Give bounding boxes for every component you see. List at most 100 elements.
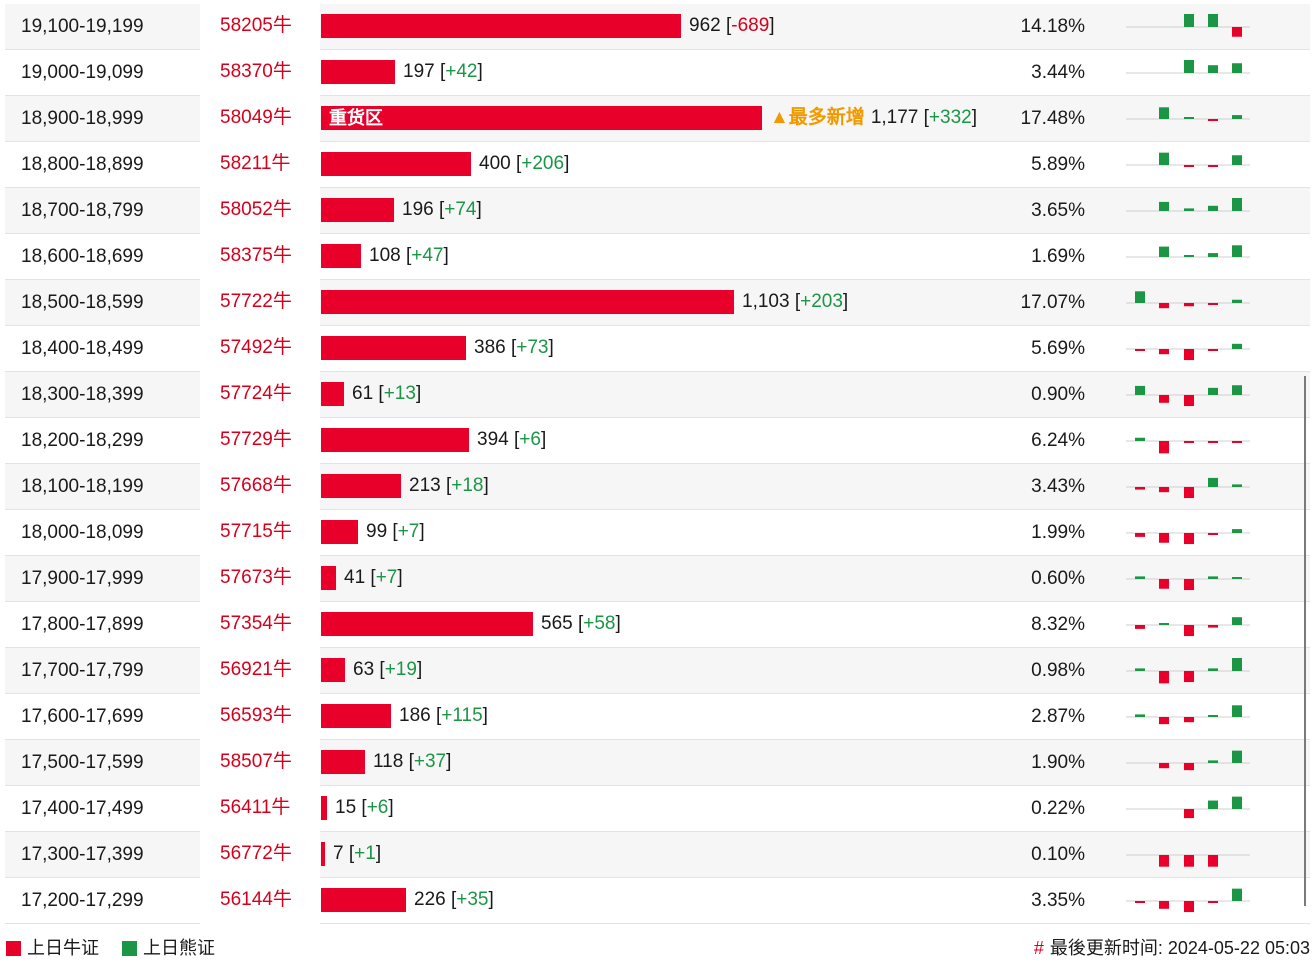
contract-code-link[interactable]: 58205牛 bbox=[220, 15, 292, 36]
count-value: 386 bbox=[474, 337, 506, 358]
contract-code-link[interactable]: 57724牛 bbox=[220, 383, 292, 404]
count-value: 1,103 bbox=[742, 291, 790, 312]
sparkline-bar bbox=[1208, 800, 1218, 809]
contract-code-link[interactable]: 57668牛 bbox=[220, 475, 292, 496]
sparkline-bar bbox=[1232, 577, 1242, 579]
count-value: 7 bbox=[333, 843, 344, 864]
contract-code-link[interactable]: 57729牛 bbox=[220, 429, 292, 450]
sparkline-bar bbox=[1184, 395, 1194, 407]
code-cell: 57354牛 bbox=[200, 602, 320, 648]
count-value: 63 bbox=[353, 659, 375, 680]
count-bar bbox=[321, 152, 471, 176]
scrollbar[interactable] bbox=[1304, 376, 1306, 906]
sparkline-bar bbox=[1232, 299, 1242, 303]
count-value: 118 bbox=[373, 751, 404, 772]
count-value: 197 bbox=[403, 61, 435, 82]
contract-code-link[interactable]: 58052牛 bbox=[220, 199, 292, 220]
code-cell: 56921牛 bbox=[200, 648, 320, 694]
sparkline-bar bbox=[1159, 579, 1169, 589]
contract-code-link[interactable]: 56144牛 bbox=[220, 889, 292, 910]
count-bar bbox=[321, 336, 466, 360]
table-row: 18,700-18,799 58052牛 196 [+74] 3.65% bbox=[5, 188, 1310, 234]
legend-bull-label: 上日牛证 bbox=[27, 938, 99, 958]
code-cell: 57729牛 bbox=[200, 418, 320, 464]
contract-code-link[interactable]: 57673牛 bbox=[220, 567, 292, 588]
code-cell: 56593牛 bbox=[200, 694, 320, 740]
sparkline bbox=[1126, 343, 1250, 361]
contract-code-link[interactable]: 58375牛 bbox=[220, 245, 292, 266]
sparkline-bar bbox=[1208, 14, 1218, 27]
code-cell: 58507牛 bbox=[200, 740, 320, 786]
sparkline-bar bbox=[1135, 901, 1145, 903]
count-bar bbox=[321, 60, 395, 84]
table-row: 18,300-18,399 57724牛 61 [+13] 0.90% bbox=[5, 372, 1310, 418]
sparkline bbox=[1126, 750, 1250, 771]
sparkline-bar bbox=[1208, 165, 1218, 167]
count-bar bbox=[321, 520, 358, 544]
table-row: 18,000-18,099 57715牛 99 [+7] 1.99% bbox=[5, 510, 1310, 556]
sparkline bbox=[1126, 854, 1250, 867]
count-value: 565 bbox=[541, 613, 573, 634]
change-value: +74 bbox=[444, 199, 477, 220]
sparkline bbox=[1126, 245, 1250, 258]
contract-code-link[interactable]: 56411牛 bbox=[220, 797, 291, 818]
count-value: 1,177 bbox=[870, 107, 919, 128]
sparkline-bar bbox=[1184, 533, 1194, 545]
sparkline-bar bbox=[1208, 901, 1218, 903]
contract-code-link[interactable]: 57354牛 bbox=[220, 613, 292, 634]
code-cell: 57722牛 bbox=[200, 280, 320, 326]
sparkline bbox=[1126, 152, 1250, 167]
value-label: 118 [+37] bbox=[373, 751, 452, 772]
hash-icon: # bbox=[1033, 938, 1044, 958]
table-row: 19,000-19,099 58370牛 197 [+42] 3.44% bbox=[5, 50, 1310, 96]
contract-code-link[interactable]: 56593牛 bbox=[220, 705, 292, 726]
range-label: 18,000-18,099 bbox=[21, 522, 144, 543]
count-value: 99 bbox=[366, 521, 388, 542]
code-cell: 58052牛 bbox=[200, 188, 320, 234]
sparkline-bar bbox=[1159, 533, 1169, 543]
range-label: 17,300-17,399 bbox=[21, 844, 144, 865]
percent-value: 0.10% bbox=[1031, 844, 1085, 865]
contract-code-link[interactable]: 57715牛 bbox=[220, 521, 292, 542]
sparkline-bar bbox=[1232, 658, 1242, 671]
count-value: 226 bbox=[414, 889, 446, 910]
legend-bull: 上日牛证 bbox=[6, 938, 99, 958]
table-row: 18,100-18,199 57668牛 213 [+18] 3.43% bbox=[5, 464, 1310, 510]
sparkline-bar bbox=[1184, 855, 1194, 867]
value-label: 15 [+6] bbox=[335, 797, 394, 818]
change-value: +7 bbox=[397, 521, 420, 542]
contract-code-link[interactable]: 58507牛 bbox=[220, 751, 292, 772]
contract-code-link[interactable]: 56921牛 bbox=[220, 659, 292, 680]
sparkline-bar bbox=[1184, 14, 1194, 27]
value-label: 565 [+58] bbox=[541, 613, 621, 634]
change-value: +37 bbox=[413, 751, 447, 772]
sparkline-bar bbox=[1184, 717, 1194, 723]
contract-code-link[interactable]: 57492牛 bbox=[220, 337, 292, 358]
sparkline-bar bbox=[1208, 855, 1218, 867]
sparkline-bar bbox=[1184, 165, 1194, 167]
table-row: 18,400-18,499 57492牛 386 [+73] 5.69% bbox=[5, 326, 1310, 372]
contract-code-link[interactable]: 56772牛 bbox=[220, 843, 292, 864]
sparkline-bar bbox=[1135, 576, 1145, 579]
value-label: 394 [+6] bbox=[477, 429, 547, 450]
sparkline-bar bbox=[1159, 717, 1169, 725]
bull-bear-table: 19,100-19,199 58205牛 962 [-689] 14.18% 19,00… bbox=[5, 4, 1310, 924]
contract-code-link[interactable]: 58211牛 bbox=[220, 153, 291, 174]
range-label: 17,700-17,799 bbox=[21, 660, 144, 681]
sparkline-bar bbox=[1208, 477, 1218, 487]
count-value: 213 bbox=[409, 475, 441, 496]
table-row: 18,800-18,899 58211牛 400 [+206] 5.89% bbox=[5, 142, 1310, 188]
contract-code-link[interactable]: 58049牛 bbox=[220, 107, 292, 128]
percent-value: 0.98% bbox=[1031, 660, 1085, 681]
sparkline-bar bbox=[1208, 253, 1218, 257]
count-value: 41 bbox=[344, 567, 366, 588]
legend-bear: 上日熊证 bbox=[122, 938, 215, 958]
sparkline-bar bbox=[1135, 291, 1145, 303]
code-cell: 57492牛 bbox=[200, 326, 320, 372]
contract-code-link[interactable]: 58370牛 bbox=[220, 61, 292, 82]
percent-value: 0.22% bbox=[1031, 798, 1085, 819]
contract-code-link[interactable]: 57722牛 bbox=[220, 291, 292, 312]
sparkline-bar bbox=[1184, 255, 1194, 257]
value-label: 1,103 [+203] bbox=[742, 291, 849, 312]
sparkline-bar bbox=[1135, 625, 1145, 629]
